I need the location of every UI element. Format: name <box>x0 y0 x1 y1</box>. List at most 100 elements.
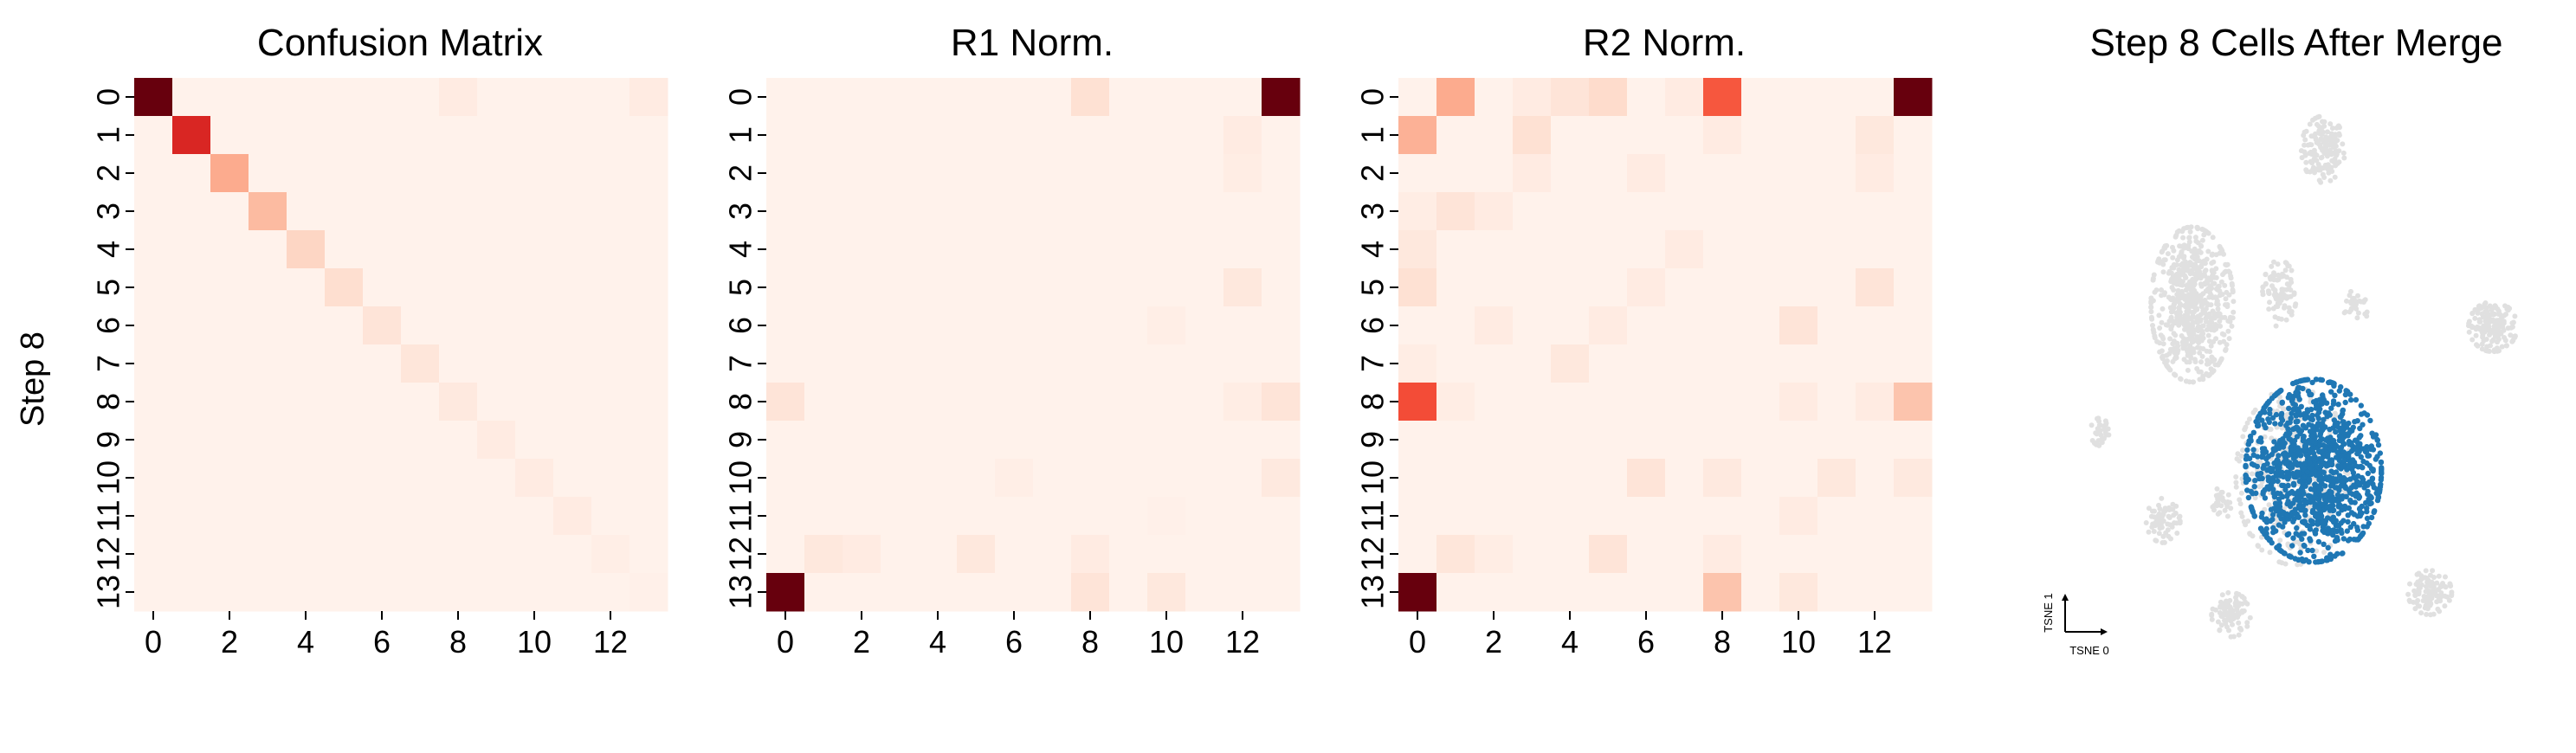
heatmap-cell <box>1436 421 1475 460</box>
heatmap-cell <box>1665 383 1704 422</box>
y-tick-label: 7 <box>1355 355 1391 372</box>
scatter-point <box>2272 287 2278 293</box>
scatter-point <box>2327 491 2334 497</box>
heatmap-cell <box>1475 535 1514 574</box>
scatter-point <box>2187 343 2193 349</box>
heatmap-cell <box>1475 344 1514 383</box>
scatter-point <box>2257 525 2264 531</box>
scatter-point <box>2153 537 2159 544</box>
scatter-point <box>2310 133 2316 139</box>
heatmap-cell <box>210 383 249 422</box>
heatmap-cell <box>591 78 630 117</box>
heatmap-cell <box>1741 230 1780 269</box>
scatter-point <box>2238 510 2244 516</box>
y-tick-label: 7 <box>723 355 759 372</box>
scatter-point <box>2320 527 2326 534</box>
scatter-point <box>2479 311 2485 317</box>
heatmap-cell <box>1703 116 1742 155</box>
scatter-point <box>2217 627 2223 633</box>
scatter-point <box>2210 235 2216 241</box>
scatter-point <box>2190 276 2196 282</box>
heatmap-cell <box>134 573 173 612</box>
y-tick-label: 13 <box>1355 575 1391 609</box>
heatmap-cell <box>843 230 881 269</box>
scatter-point <box>2211 338 2217 344</box>
scatter-point <box>2412 592 2418 598</box>
scatter-point <box>2199 353 2205 359</box>
scatter-point <box>2205 332 2211 338</box>
heatmap-cell <box>249 421 287 460</box>
scatter-point <box>2094 431 2100 437</box>
scatter-point <box>2213 266 2219 272</box>
scatter-point <box>2346 454 2352 460</box>
y-tick-label: 3 <box>723 203 759 220</box>
scatter-point <box>2182 326 2187 332</box>
heatmap-cell <box>249 383 287 422</box>
scatter-point <box>2496 322 2502 328</box>
heatmap-cell <box>325 459 364 498</box>
scatter-point <box>2330 531 2336 538</box>
scatter-point <box>2251 512 2257 519</box>
scatter-point <box>2271 277 2277 283</box>
scatter-point <box>2223 296 2229 302</box>
scatter-point <box>2187 351 2193 357</box>
heatmap-cell <box>1741 421 1780 460</box>
scatter-point <box>2186 235 2192 241</box>
heatmap-cell <box>1856 268 1895 307</box>
heatmap-cell <box>1551 230 1590 269</box>
heatmap-cell <box>1398 535 1437 574</box>
heatmap-cell <box>515 116 554 155</box>
heatmap-cell <box>804 230 843 269</box>
scatter-point <box>2315 521 2321 527</box>
scatter-point <box>2351 295 2357 301</box>
scatter-point <box>2174 229 2180 235</box>
scatter-point <box>2327 426 2333 433</box>
scatter-point <box>2183 339 2189 345</box>
scatter-point <box>2248 438 2254 444</box>
scatter-point <box>2191 346 2197 352</box>
scatter-point <box>2229 323 2235 329</box>
scatter-point <box>2355 310 2361 316</box>
scatter-point <box>2478 306 2484 311</box>
scatter-point <box>2215 306 2221 312</box>
heatmap-cell <box>1741 268 1780 307</box>
scatter-point <box>2285 472 2291 478</box>
heatmap-cell <box>1109 344 1148 383</box>
heatmap-cell <box>1589 78 1628 117</box>
heatmap-cell <box>591 192 630 231</box>
scatter-point <box>2281 406 2287 412</box>
scatter-point <box>2317 406 2323 412</box>
scatter-point <box>2172 511 2179 516</box>
scatter-point <box>2434 580 2440 586</box>
scatter-point <box>2208 315 2214 321</box>
scatter-point <box>2280 436 2286 442</box>
x-tick-label: 4 <box>297 624 314 660</box>
scatter-point <box>2181 255 2186 261</box>
heatmap-cell <box>477 154 516 193</box>
y-tick-label: 5 <box>723 279 759 296</box>
scatter-point <box>2355 537 2361 543</box>
heatmap-cell <box>843 306 881 345</box>
scatter-point <box>2213 295 2219 301</box>
heatmap-cell <box>249 192 287 231</box>
scatter-point <box>2298 428 2305 434</box>
heatmap-cell <box>804 344 843 383</box>
heatmap-cell <box>591 535 630 574</box>
scatter-point <box>2318 474 2324 480</box>
heatmap-cell <box>1551 421 1590 460</box>
scatter-point <box>2309 438 2315 444</box>
heatmap-cell <box>1436 116 1475 155</box>
scatter-point <box>2225 492 2231 498</box>
heatmap-cell <box>766 383 805 422</box>
heatmap-cell <box>1436 78 1475 117</box>
heatmap-cell <box>553 421 592 460</box>
heatmap-cell <box>843 116 881 155</box>
scatter-point <box>2185 329 2192 335</box>
heatmap-cell <box>1185 535 1224 574</box>
heatmap-cell <box>1627 535 1666 574</box>
scatter-point <box>2511 334 2516 339</box>
heatmap-cell <box>1817 383 1856 422</box>
scatter-point <box>2338 383 2344 390</box>
scatter-point <box>2473 332 2479 338</box>
heatmap-cell <box>881 306 920 345</box>
